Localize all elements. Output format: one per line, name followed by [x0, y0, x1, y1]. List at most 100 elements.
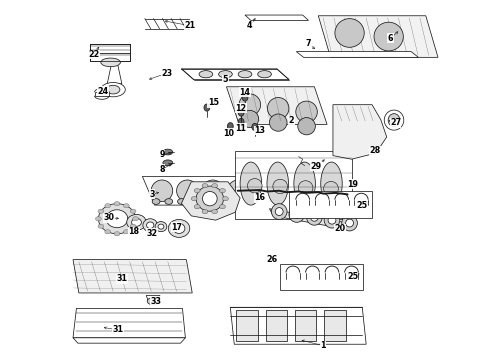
Ellipse shape	[165, 199, 172, 204]
Ellipse shape	[242, 94, 248, 101]
Ellipse shape	[298, 118, 316, 135]
Text: 20: 20	[335, 224, 346, 233]
Ellipse shape	[202, 180, 223, 202]
Ellipse shape	[168, 220, 190, 237]
Text: 26: 26	[266, 255, 277, 264]
Polygon shape	[90, 44, 130, 53]
Text: 22: 22	[88, 50, 99, 59]
Ellipse shape	[130, 209, 136, 213]
Polygon shape	[181, 182, 240, 220]
Ellipse shape	[227, 180, 249, 202]
Polygon shape	[90, 53, 130, 61]
Ellipse shape	[335, 19, 364, 47]
Polygon shape	[143, 176, 265, 205]
Polygon shape	[95, 92, 109, 96]
Polygon shape	[280, 264, 363, 291]
Ellipse shape	[190, 199, 198, 204]
Ellipse shape	[133, 217, 139, 221]
Ellipse shape	[298, 181, 313, 195]
Ellipse shape	[204, 104, 210, 111]
Text: 19: 19	[347, 180, 358, 189]
Ellipse shape	[105, 203, 111, 208]
Text: 23: 23	[161, 69, 172, 78]
Ellipse shape	[289, 207, 305, 222]
Ellipse shape	[163, 160, 172, 166]
Text: 30: 30	[104, 213, 115, 222]
Ellipse shape	[296, 101, 318, 123]
Ellipse shape	[388, 114, 400, 127]
Ellipse shape	[241, 111, 259, 128]
Ellipse shape	[127, 215, 147, 230]
Text: 4: 4	[247, 21, 253, 30]
Ellipse shape	[384, 110, 404, 130]
Ellipse shape	[275, 208, 283, 216]
Ellipse shape	[143, 219, 158, 231]
Ellipse shape	[267, 162, 289, 205]
Polygon shape	[289, 192, 372, 218]
Text: 12: 12	[236, 104, 246, 113]
Ellipse shape	[106, 85, 120, 94]
Polygon shape	[235, 151, 352, 220]
Text: 18: 18	[128, 228, 139, 237]
Text: 9: 9	[159, 150, 165, 159]
Ellipse shape	[293, 211, 301, 219]
Polygon shape	[73, 338, 185, 343]
Ellipse shape	[98, 204, 136, 234]
Ellipse shape	[203, 199, 211, 204]
Text: 25: 25	[357, 201, 368, 210]
Ellipse shape	[202, 210, 208, 214]
Ellipse shape	[216, 199, 223, 204]
Ellipse shape	[130, 224, 136, 228]
Ellipse shape	[321, 162, 342, 205]
Ellipse shape	[114, 231, 120, 236]
Ellipse shape	[106, 210, 128, 228]
Ellipse shape	[147, 222, 154, 228]
Polygon shape	[181, 69, 289, 80]
Ellipse shape	[158, 224, 164, 229]
Ellipse shape	[271, 204, 287, 220]
Ellipse shape	[311, 213, 319, 221]
Ellipse shape	[114, 202, 120, 206]
Text: 29: 29	[310, 162, 321, 171]
Ellipse shape	[222, 197, 228, 201]
Ellipse shape	[273, 179, 288, 194]
Ellipse shape	[101, 58, 121, 67]
Ellipse shape	[173, 224, 185, 233]
Ellipse shape	[345, 219, 353, 227]
Polygon shape	[73, 309, 185, 338]
Text: 10: 10	[223, 129, 234, 138]
Text: 7: 7	[306, 39, 311, 48]
Ellipse shape	[105, 230, 111, 234]
Ellipse shape	[212, 210, 218, 214]
Ellipse shape	[238, 109, 244, 116]
Ellipse shape	[342, 215, 357, 231]
Polygon shape	[318, 16, 438, 57]
Ellipse shape	[212, 184, 218, 188]
Text: 31: 31	[116, 274, 127, 283]
Ellipse shape	[247, 179, 262, 193]
Text: 24: 24	[98, 86, 109, 95]
Polygon shape	[226, 87, 327, 125]
Polygon shape	[270, 209, 351, 230]
Ellipse shape	[219, 71, 232, 78]
Polygon shape	[296, 51, 418, 57]
Text: 17: 17	[171, 223, 182, 232]
Polygon shape	[266, 310, 287, 341]
Ellipse shape	[240, 162, 262, 205]
Text: 13: 13	[254, 126, 265, 135]
Text: 1: 1	[320, 341, 326, 350]
Text: 11: 11	[236, 123, 246, 132]
Ellipse shape	[194, 204, 200, 209]
Text: 5: 5	[223, 75, 228, 84]
Ellipse shape	[220, 189, 225, 193]
Ellipse shape	[196, 186, 223, 211]
Ellipse shape	[123, 230, 129, 234]
Ellipse shape	[227, 123, 233, 130]
Ellipse shape	[202, 184, 208, 188]
Polygon shape	[245, 15, 309, 21]
Polygon shape	[107, 61, 122, 84]
Ellipse shape	[147, 298, 159, 305]
Ellipse shape	[101, 82, 125, 97]
Ellipse shape	[307, 210, 322, 225]
Ellipse shape	[220, 204, 225, 209]
